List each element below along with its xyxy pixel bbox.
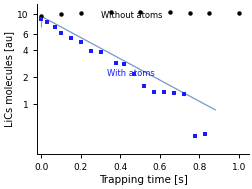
Text: With atoms: With atoms: [106, 69, 154, 78]
Text: Without atoms: Without atoms: [100, 11, 162, 20]
X-axis label: Trapping time [s]: Trapping time [s]: [98, 175, 187, 185]
Y-axis label: LiCs molecules [au]: LiCs molecules [au]: [4, 31, 14, 127]
